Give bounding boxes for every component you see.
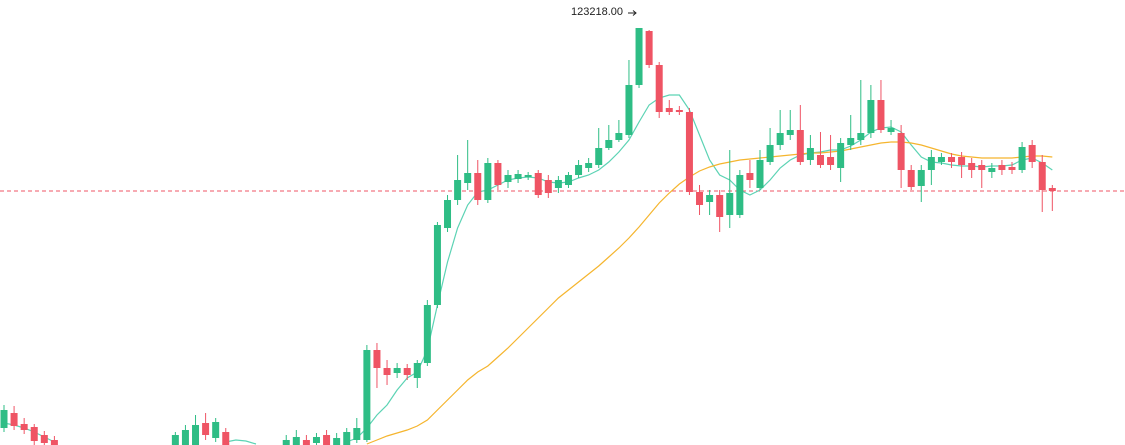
candle-body — [685, 112, 693, 192]
candle-body — [494, 163, 502, 185]
candle-layer — [0, 28, 1056, 445]
candle-body — [917, 170, 925, 186]
candle-body — [968, 163, 976, 170]
candle-body — [806, 148, 814, 160]
candle-body — [1048, 188, 1056, 191]
candle-body — [948, 157, 956, 162]
candle-body — [171, 435, 179, 445]
candle-body — [393, 368, 401, 373]
candle-body — [615, 133, 623, 140]
candle-body — [564, 175, 572, 185]
candle-body — [998, 165, 1006, 170]
candle-body — [786, 130, 794, 135]
candle-body — [655, 65, 663, 112]
candle-body — [504, 175, 512, 182]
candle-body — [978, 165, 986, 170]
moving-average-line — [366, 141, 1053, 445]
candle-body — [958, 157, 966, 165]
candle-body — [363, 350, 371, 440]
candle-body — [756, 160, 764, 188]
candle-body — [988, 168, 996, 172]
candle-body — [202, 423, 210, 435]
candle-body — [927, 157, 935, 170]
candle-body — [292, 437, 300, 445]
candle-body — [544, 180, 552, 193]
candle-body — [776, 133, 784, 145]
candle-body — [1038, 162, 1046, 190]
candle-body — [524, 175, 532, 177]
candle-body — [706, 195, 714, 202]
candle-body — [554, 180, 562, 188]
candle-body — [192, 425, 200, 445]
candle-body — [736, 175, 744, 215]
candle-body — [464, 173, 472, 183]
candle-body — [645, 31, 653, 65]
candle-body — [413, 363, 421, 378]
candle-body — [30, 427, 38, 441]
candle-body — [353, 428, 361, 440]
candle-body — [827, 157, 835, 165]
candle-body — [585, 163, 593, 168]
candle-body — [433, 225, 441, 305]
candle-body — [716, 195, 724, 217]
candle-body — [625, 85, 633, 135]
candle-body — [867, 100, 875, 133]
candle-body — [484, 163, 492, 200]
candle-body — [423, 305, 431, 363]
candle-body — [857, 133, 865, 140]
candle-body — [665, 108, 673, 112]
candle-body — [20, 424, 28, 430]
candle-body — [474, 173, 482, 200]
candle-body — [333, 438, 341, 445]
candle-body — [696, 192, 704, 205]
candle-body — [595, 148, 603, 165]
candle-body — [403, 368, 411, 375]
high-annotation: 123218.00 — [571, 6, 623, 18]
candle-body — [605, 140, 613, 148]
candle-body — [907, 170, 915, 187]
candle-body — [887, 128, 895, 132]
candle-body — [1008, 167, 1016, 170]
candle-body — [181, 430, 189, 445]
candle-body — [50, 440, 58, 445]
candle-body — [937, 157, 945, 162]
ma-layer — [3, 94, 1053, 445]
candle-body — [897, 133, 905, 170]
candle-body — [302, 440, 310, 445]
candle-body — [816, 155, 824, 165]
candle-body — [1028, 145, 1036, 162]
candle-body — [40, 435, 48, 443]
candle-body — [726, 193, 734, 215]
candle-body — [383, 368, 391, 375]
candle-body — [675, 110, 683, 112]
candle-body — [454, 180, 462, 200]
moving-average-line — [3, 94, 1053, 445]
annotation-arrow — [628, 10, 637, 16]
candle-body — [635, 28, 643, 85]
candle-body — [312, 437, 320, 443]
candle-body — [1018, 147, 1026, 170]
candle-body — [323, 435, 331, 445]
candle-body — [373, 350, 381, 368]
candle-body — [837, 143, 845, 168]
candle-body — [10, 413, 18, 426]
candle-body — [877, 100, 885, 130]
candle-body — [444, 200, 452, 228]
candle-body — [575, 165, 583, 175]
candle-body — [847, 138, 855, 145]
candle-body — [796, 130, 804, 162]
candle-body — [534, 173, 542, 195]
candle-body — [746, 173, 754, 180]
candle-body — [222, 432, 230, 445]
candle-body — [514, 174, 522, 179]
candle-body — [766, 145, 774, 162]
candle-body — [343, 432, 351, 445]
candle-body — [212, 422, 220, 438]
candle-body — [282, 440, 290, 445]
candle-body — [0, 410, 8, 428]
